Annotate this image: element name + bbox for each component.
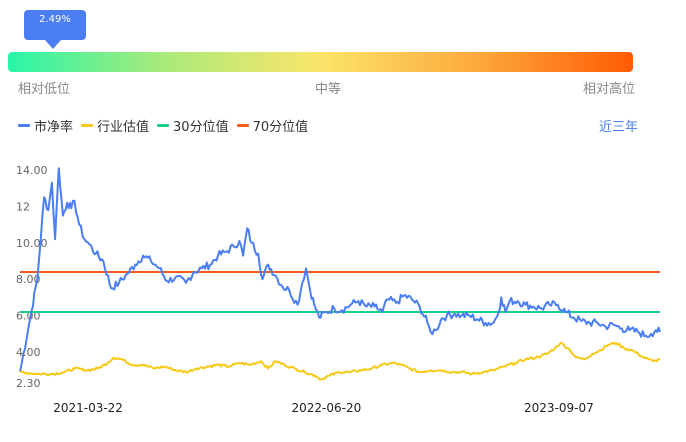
legend-item-pb[interactable]: 市净率 xyxy=(18,116,73,135)
legend-swatch-p30 xyxy=(157,123,170,127)
time-range-selector[interactable]: 近三年 xyxy=(599,120,639,135)
gauge-low-label: 相对低位 xyxy=(18,82,71,97)
legend-label-p30: 30分位值 xyxy=(173,119,229,135)
x-tick-label: 2021-03-22 xyxy=(53,401,123,415)
legend-item-p70[interactable]: 70分位值 xyxy=(236,116,309,135)
legend-label-pb: 市净率 xyxy=(34,119,74,135)
y-tick-label: 8.00 xyxy=(16,273,41,286)
legend-swatch-industry xyxy=(81,123,94,127)
percentile-value: 2.49% xyxy=(39,14,71,25)
x-tick-label: 2022-06-20 xyxy=(292,401,362,415)
legend-item-industry[interactable]: 行业估值 xyxy=(81,116,149,135)
tooltip-pointer xyxy=(45,40,61,49)
y-tick-label: 4.00 xyxy=(16,346,41,359)
y-tick-label: 12 xyxy=(16,200,30,213)
gauge-mid-label: 中等 xyxy=(315,82,342,97)
chart-legend: 市净率 行业估值 30分位值 70分位值 xyxy=(18,116,316,135)
percentile-reference-lines xyxy=(20,270,660,313)
gauge-high-label: 相对高位 xyxy=(583,82,636,97)
x-tick-label: 2023-09-07 xyxy=(524,401,594,415)
valuation-gauge-bar xyxy=(8,52,633,72)
series-lines xyxy=(19,167,661,381)
series-line-0 xyxy=(19,167,661,373)
x-axis-labels: 2021-03-22 2022-06-20 2023-09-07 xyxy=(53,401,594,415)
legend-swatch-p70 xyxy=(236,123,249,127)
series-line-1 xyxy=(19,341,661,381)
legend-label-industry: 行业估值 xyxy=(97,119,150,135)
legend-item-p30[interactable]: 30分位值 xyxy=(157,116,229,135)
legend-label-p70: 70分位值 xyxy=(252,119,309,135)
legend-swatch-pb xyxy=(18,123,30,127)
y-tick-label: 10.00 xyxy=(16,237,48,250)
percentile-tooltip: 2.49% xyxy=(24,10,86,40)
y-tick-label: 2.30 xyxy=(16,377,41,390)
y-tick-label: 14.00 xyxy=(16,164,48,177)
